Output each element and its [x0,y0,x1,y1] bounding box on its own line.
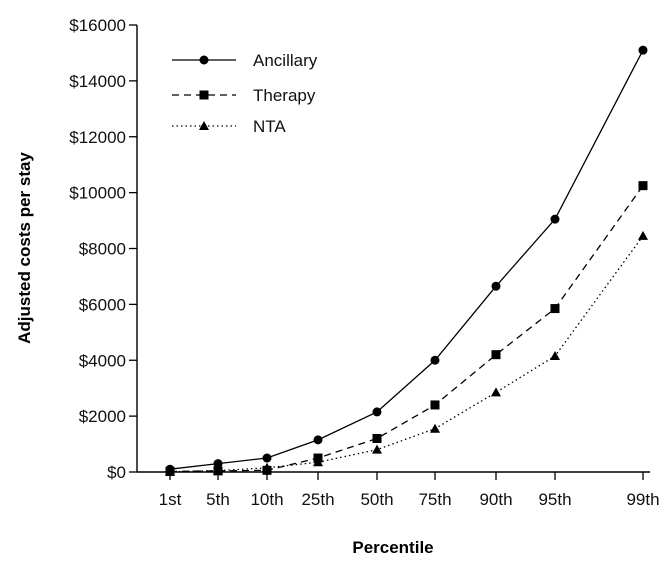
series-layer [165,45,648,476]
y-axis-title: Adjusted costs per stay [15,152,34,344]
x-tick-label: 5th [206,490,230,509]
x-tick-label: 75th [418,490,451,509]
data-point-ancillary [491,281,501,291]
x-tick-label: 99th [626,490,659,509]
data-point-nta [430,423,440,433]
legend-label-ancillary: Ancillary [253,51,318,70]
legend-label-nta: NTA [253,117,286,136]
y-tick-label: $14000 [69,72,126,91]
data-point-ancillary [313,435,323,445]
y-tick-label: $10000 [69,184,126,203]
x-tick-label: 25th [301,490,334,509]
x-tick-label: 1st [159,490,182,509]
data-point-therapy [550,304,560,314]
data-point-nta [638,230,648,240]
y-tick-label: $16000 [69,16,126,35]
legend-label-therapy: Therapy [253,86,316,105]
x-tick-label: 50th [360,490,393,509]
data-point-nta [213,465,223,475]
data-point-nta [491,387,501,397]
data-point-ancillary [262,453,272,463]
x-tick-label: 95th [538,490,571,509]
data-point-nta [313,457,323,467]
y-tick-label: $6000 [79,295,126,314]
series-line-therapy [169,185,644,473]
data-point-ancillary [550,214,560,224]
legend-marker-nta [199,121,209,130]
x-tick-label: 10th [250,490,283,509]
data-point-ancillary [372,407,382,417]
y-tick-label: $4000 [79,351,126,370]
legend-marker-therapy [199,90,209,100]
data-point-therapy [491,350,501,360]
x-ticks: 1st 5th 10th 25th 50th 75th 90th 95th 99th [159,472,660,509]
data-point-ancillary [430,355,440,365]
y-tick-label: $0 [107,463,126,482]
data-point-therapy [430,400,440,410]
series-line-nta [169,235,644,473]
data-point-ancillary [638,45,648,55]
y-tick-label: $8000 [79,240,126,259]
x-axis-title: Percentile [352,538,433,557]
legend: Ancillary Therapy NTA [172,51,318,136]
legend-marker-ancillary [199,55,209,65]
x-tick-label: 90th [479,490,512,509]
y-tick-label: $12000 [69,128,126,147]
data-point-therapy [372,433,382,443]
series-line-ancillary [169,49,644,470]
data-point-nta [372,444,382,454]
data-point-nta [262,462,272,472]
y-ticks: $0 $2000 $4000 $6000 $8000 $10000 $12000 $14000… [69,16,137,482]
data-point-nta [550,351,560,361]
data-point-therapy [638,181,648,191]
data-point-ancillary [213,459,223,469]
axes [136,25,650,473]
data-point-nta [165,466,175,476]
y-tick-label: $2000 [79,407,126,426]
